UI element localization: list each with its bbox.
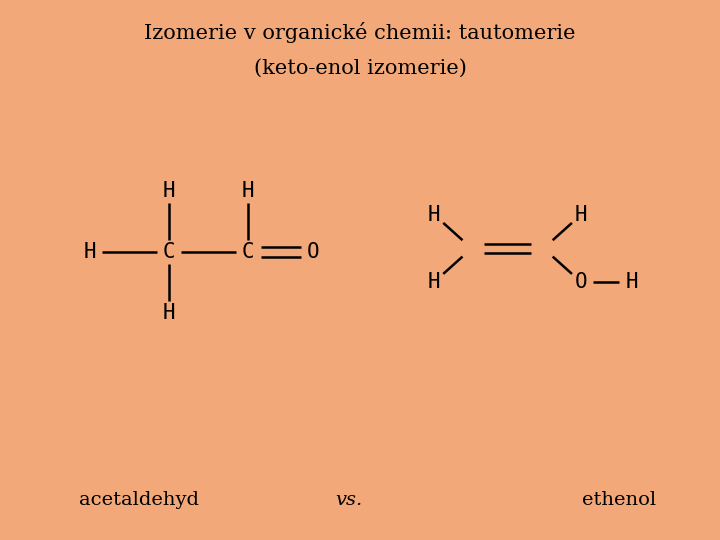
Text: H: H	[163, 303, 176, 323]
Text: H: H	[163, 181, 176, 201]
Text: C: C	[242, 242, 255, 262]
Text: O: O	[307, 242, 320, 262]
Text: O: O	[575, 272, 588, 292]
Text: H: H	[575, 205, 588, 225]
Text: vs.: vs.	[336, 491, 363, 509]
Text: H: H	[84, 242, 96, 262]
Text: ethenol: ethenol	[582, 491, 656, 509]
Text: C: C	[163, 242, 176, 262]
Text: (keto-enol izomerie): (keto-enol izomerie)	[253, 59, 467, 78]
Text: H: H	[242, 181, 255, 201]
Text: acetaldehyd: acetaldehyd	[79, 491, 199, 509]
Text: H: H	[625, 272, 638, 292]
Text: H: H	[428, 205, 441, 225]
Text: Izomerie v organické chemii: tautomerie: Izomerie v organické chemii: tautomerie	[144, 22, 576, 43]
Text: H: H	[428, 272, 441, 292]
